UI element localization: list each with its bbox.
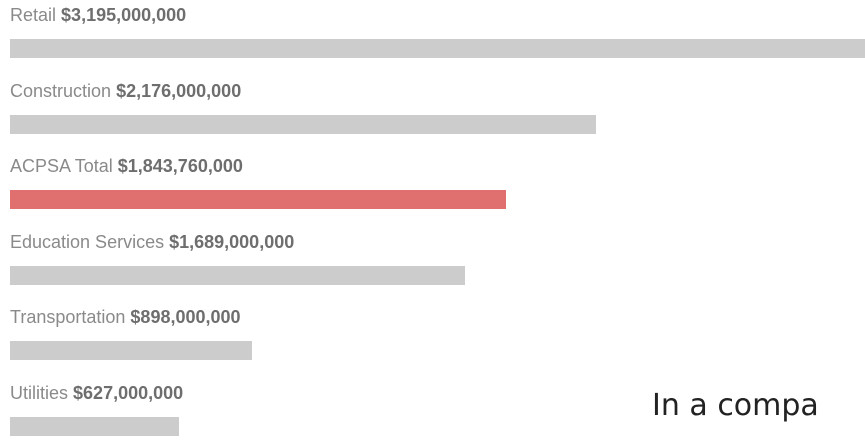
bar-label: Transportation $898,000,000 xyxy=(10,306,241,328)
category-label: Transportation xyxy=(10,307,126,327)
bar-row: Utilities $627,000,000 xyxy=(0,382,865,442)
bar-row: Transportation $898,000,000 xyxy=(0,306,865,366)
value-label: $2,176,000,000 xyxy=(116,80,242,101)
bar-label: Construction $2,176,000,000 xyxy=(10,80,241,102)
category-label: Construction xyxy=(10,80,112,101)
bar xyxy=(10,114,596,134)
caption-text: In a compa xyxy=(652,388,819,423)
bar-label: ACPSA Total $1,843,760,000 xyxy=(10,155,243,177)
bar-row: Retail $3,195,000,000 xyxy=(0,4,865,64)
bar-label: Utilities $627,000,000 xyxy=(10,382,183,404)
value-label: $3,195,000,000 xyxy=(61,5,187,25)
category-label: ACPSA Total xyxy=(10,156,113,176)
value-label: $627,000,000 xyxy=(73,382,184,403)
bar xyxy=(10,341,252,360)
bar-label: Education Services $1,689,000,000 xyxy=(10,231,294,253)
bar xyxy=(10,416,179,436)
category-label: Retail xyxy=(10,5,57,25)
category-label: Education Services xyxy=(10,231,165,252)
category-label: Utilities xyxy=(10,382,69,403)
bar-row: ACPSA Total $1,843,760,000 xyxy=(0,155,865,215)
bar xyxy=(10,265,465,285)
value-label: $1,843,760,000 xyxy=(117,156,243,176)
bar-row: Education Services $1,689,000,000 xyxy=(0,231,865,291)
bar-row: Construction $2,176,000,000 xyxy=(0,80,865,140)
highlight-bar xyxy=(10,190,506,209)
value-label: $1,689,000,000 xyxy=(169,231,295,252)
bar-label: Retail $3,195,000,000 xyxy=(10,4,186,26)
value-label: $898,000,000 xyxy=(130,307,241,327)
bar xyxy=(10,39,865,58)
